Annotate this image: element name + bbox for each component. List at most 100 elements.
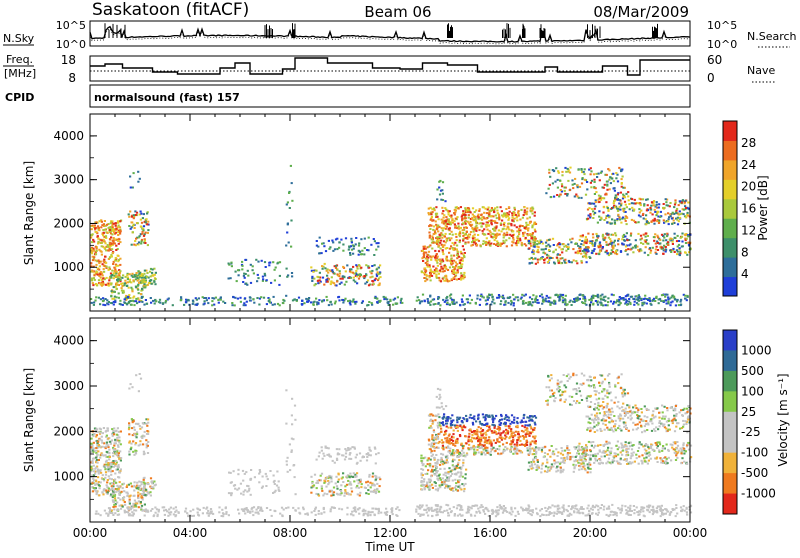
data-cell: [112, 228, 114, 230]
data-cell: [358, 254, 360, 256]
data-cell: [111, 233, 113, 235]
data-cell: [593, 248, 595, 250]
data-cell: [313, 284, 315, 286]
data-cell: [124, 501, 126, 503]
data-cell: [151, 480, 153, 482]
data-cell: [656, 204, 658, 206]
data-cell: [449, 248, 451, 250]
data-cell: [441, 259, 443, 261]
data-cell: [102, 491, 104, 493]
data-cell: [606, 174, 608, 176]
data-cell: [677, 223, 679, 225]
data-cell: [673, 206, 675, 208]
data-cell: [469, 302, 471, 304]
data-cell: [347, 449, 349, 451]
data-cell: [585, 194, 587, 196]
data-cell: [461, 216, 463, 218]
data-cell: [661, 511, 663, 513]
data-cell: [228, 492, 230, 494]
data-cell: [452, 272, 454, 274]
data-cell: [123, 284, 125, 286]
data-cell: [347, 447, 349, 449]
data-cell: [476, 298, 478, 300]
data-cell: [665, 249, 667, 251]
data-cell: [445, 216, 447, 218]
data-cell: [466, 227, 468, 229]
data-cell: [321, 265, 323, 267]
data-cell: [447, 512, 449, 514]
data-cell: [383, 296, 385, 298]
data-cell: [442, 181, 444, 183]
data-cell: [657, 236, 659, 238]
data-cell: [665, 239, 667, 241]
data-cell: [278, 480, 280, 482]
data-cell: [348, 458, 350, 460]
data-cell: [672, 248, 674, 250]
data-cell: [245, 283, 247, 285]
data-cell: [371, 270, 373, 272]
data-cell: [118, 452, 120, 454]
data-cell: [150, 495, 152, 497]
data-cell: [468, 511, 470, 513]
data-cell: [111, 225, 113, 227]
data-cell: [439, 194, 441, 196]
data-cell: [262, 486, 264, 488]
data-cell: [442, 210, 444, 212]
data-cell: [442, 249, 444, 251]
data-cell: [93, 433, 95, 435]
data-cell: [614, 240, 616, 242]
data-cell: [109, 478, 111, 480]
data-cell: [135, 238, 137, 240]
data-cell: [661, 247, 663, 249]
data-cell: [105, 490, 107, 492]
data-cell: [431, 248, 433, 250]
data-cell: [608, 169, 610, 171]
data-cell: [150, 477, 152, 479]
data-cell: [451, 219, 453, 221]
data-cell: [443, 266, 445, 268]
data-cell: [119, 264, 121, 266]
data-cell: [434, 271, 436, 273]
data-cell: [439, 234, 441, 236]
data-cell: [91, 241, 93, 243]
data-cell: [672, 241, 674, 243]
data-cell: [617, 507, 619, 509]
data-cell: [369, 514, 371, 516]
data-cell: [637, 299, 639, 301]
data-cell: [147, 441, 149, 443]
data-cell: [149, 491, 151, 493]
data-cell: [643, 302, 645, 304]
data-cell: [150, 297, 152, 299]
data-cell: [108, 279, 110, 281]
data-cell: [431, 216, 433, 218]
data-cell: [138, 506, 140, 508]
data-cell: [665, 300, 667, 302]
data-cell: [115, 273, 117, 275]
data-cell: [508, 223, 510, 225]
data-cell: [571, 261, 573, 263]
data-cell: [121, 287, 123, 289]
data-cell: [110, 295, 112, 297]
data-cell: [532, 301, 534, 303]
data-cell: [98, 484, 100, 486]
data-cell: [685, 200, 687, 202]
data-cell: [244, 513, 246, 515]
data-cell: [361, 483, 363, 485]
data-cell: [153, 515, 155, 517]
data-cell: [332, 460, 334, 462]
data-cell: [137, 423, 139, 425]
data-cell: [626, 223, 628, 225]
data-cell: [649, 247, 651, 249]
data-cell: [440, 240, 442, 242]
data-cell: [115, 430, 117, 432]
data-cell: [497, 244, 499, 246]
data-cell: [334, 273, 336, 275]
data-cell: [669, 304, 671, 306]
data-cell: [629, 303, 631, 305]
data-cell: [645, 218, 647, 220]
data-cell: [672, 243, 674, 245]
data-cell: [450, 245, 452, 247]
data-cell: [379, 485, 381, 487]
data-cell: [646, 509, 648, 511]
data-cell: [666, 303, 668, 305]
